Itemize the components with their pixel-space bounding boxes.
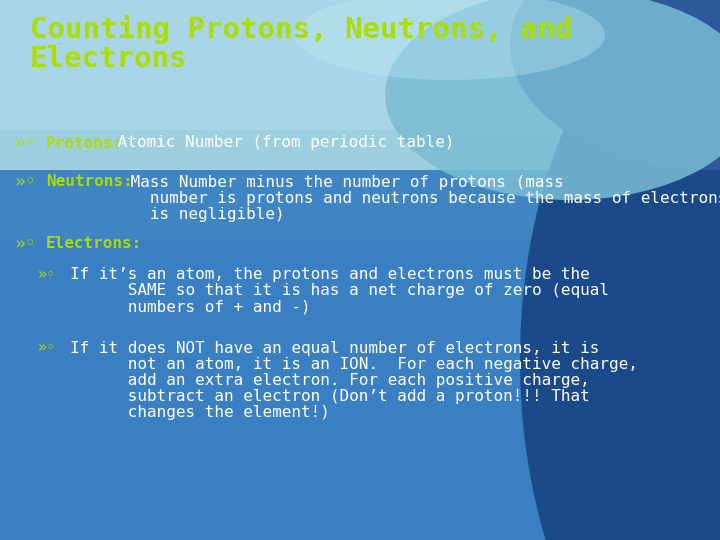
Ellipse shape <box>295 0 605 80</box>
Text: changes the element!): changes the element!) <box>70 404 330 420</box>
Ellipse shape <box>520 0 720 540</box>
Text: Neutrons:: Neutrons: <box>46 174 132 190</box>
Text: »◦: »◦ <box>38 341 56 355</box>
Text: not an atom, it is an ION.  For each negative charge,: not an atom, it is an ION. For each nega… <box>70 356 638 372</box>
Polygon shape <box>0 0 720 240</box>
Text: »◦: »◦ <box>14 235 36 253</box>
Text: subtract an electron (Don’t add a proton!!! That: subtract an electron (Don’t add a proton… <box>70 388 590 403</box>
Text: Counting Protons, Neutrons, and: Counting Protons, Neutrons, and <box>30 16 572 44</box>
Ellipse shape <box>385 0 720 200</box>
Text: Electrons:: Electrons: <box>46 237 143 252</box>
Text: »◦: »◦ <box>14 173 36 191</box>
Text: add an extra electron. For each positive charge,: add an extra electron. For each positive… <box>70 373 590 388</box>
Text: numbers of + and -): numbers of + and -) <box>70 300 310 314</box>
Text: Mass Number minus the number of protons (mass: Mass Number minus the number of protons … <box>121 174 564 190</box>
Text: Electrons: Electrons <box>30 45 187 73</box>
Text: is negligible): is negligible) <box>121 206 284 221</box>
Text: Protons:: Protons: <box>46 136 123 151</box>
Text: »◦: »◦ <box>38 267 56 282</box>
Polygon shape <box>0 0 720 170</box>
Text: Atomic Number (from periodic table): Atomic Number (from periodic table) <box>108 136 454 151</box>
Polygon shape <box>0 0 620 130</box>
Ellipse shape <box>510 0 720 170</box>
Text: If it’s an atom, the protons and electrons must be the: If it’s an atom, the protons and electro… <box>70 267 590 282</box>
Text: »◦: »◦ <box>14 134 36 152</box>
Text: number is protons and neutrons because the mass of electrons: number is protons and neutrons because t… <box>121 191 720 206</box>
Text: SAME so that it is has a net charge of zero (equal: SAME so that it is has a net charge of z… <box>70 284 609 299</box>
Text: If it does NOT have an equal number of electrons, it is: If it does NOT have an equal number of e… <box>70 341 599 355</box>
